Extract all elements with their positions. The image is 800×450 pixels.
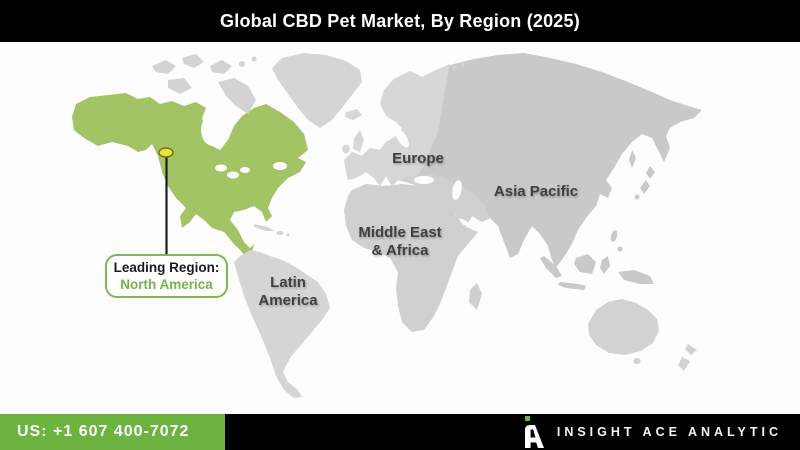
world-map-svg bbox=[72, 53, 702, 398]
chart-title: Global CBD Pet Market, By Region (2025) bbox=[220, 10, 580, 31]
island-madagascar bbox=[469, 283, 482, 310]
island-japan-3 bbox=[634, 194, 640, 200]
great-lake-1 bbox=[215, 164, 227, 172]
brand-name: INSIGHT ACE ANALYTIC bbox=[556, 425, 782, 439]
continent-australia bbox=[588, 299, 659, 355]
continent-south-america bbox=[234, 250, 330, 398]
region-label-asia-pacific: Asia Pacific bbox=[493, 183, 579, 200]
region-label-middle-east-africa: Middle East & Africa bbox=[358, 224, 442, 259]
arctic-island-5 bbox=[239, 61, 245, 67]
island-new-guinea bbox=[618, 270, 654, 284]
leading-region-callout: Leading Region: North America bbox=[105, 254, 228, 298]
island-cuba bbox=[254, 224, 274, 231]
island-new-zealand-north bbox=[685, 344, 697, 355]
island-sulawesi bbox=[600, 256, 610, 274]
great-lake-2 bbox=[227, 171, 239, 179]
black-sea bbox=[414, 176, 434, 184]
callout-region-value: North America bbox=[120, 277, 213, 292]
arctic-island-3 bbox=[210, 60, 232, 74]
title-bar: Global CBD Pet Market, By Region (2025) bbox=[0, 0, 800, 42]
phone-number: US: +1 607 400-7072 bbox=[17, 423, 190, 440]
region-north-america bbox=[72, 93, 308, 268]
island-sumatra bbox=[540, 256, 562, 278]
island-hispaniola bbox=[276, 231, 284, 235]
island-philippines bbox=[610, 230, 618, 242]
island-puerto-rico bbox=[286, 233, 290, 237]
island-greenland bbox=[272, 53, 362, 128]
island-great-britain bbox=[353, 130, 364, 152]
hudson-bay bbox=[201, 114, 225, 146]
island-java bbox=[558, 282, 586, 290]
region-label-latin-america: Latin America bbox=[258, 274, 318, 309]
caspian-sea bbox=[452, 180, 462, 200]
island-baffin bbox=[218, 78, 256, 114]
gulf-st-lawrence bbox=[273, 162, 287, 170]
persian-gulf bbox=[457, 218, 469, 226]
great-lake-3 bbox=[240, 167, 250, 173]
island-sakhalin bbox=[629, 150, 636, 168]
arctic-island-6 bbox=[251, 56, 257, 62]
island-japan-1 bbox=[646, 166, 655, 179]
arctic-island-1 bbox=[152, 60, 176, 74]
phone-box: US: +1 607 400-7072 bbox=[0, 414, 225, 450]
brand-block: INSIGHT ACE ANALYTIC bbox=[522, 414, 800, 450]
footer-bar: US: +1 607 400-7072 INSIGHT ACE ANALYTIC bbox=[0, 414, 800, 450]
insightace-logo-icon bbox=[524, 416, 544, 448]
continent-europe bbox=[344, 64, 450, 186]
island-tasmania bbox=[633, 358, 641, 364]
island-borneo bbox=[574, 254, 596, 274]
arctic-island-2 bbox=[182, 54, 204, 68]
island-new-zealand-south bbox=[678, 357, 690, 371]
island-svalbard-2 bbox=[461, 63, 465, 67]
baltic-sea bbox=[395, 128, 409, 148]
island-ireland bbox=[342, 144, 350, 154]
arctic-island-4 bbox=[168, 78, 192, 94]
world-map: Europe Asia Pacific Middle East & Africa… bbox=[0, 42, 800, 414]
location-marker bbox=[158, 147, 174, 158]
island-svalbard bbox=[452, 65, 458, 71]
island-japan-2 bbox=[640, 180, 650, 194]
island-iceland bbox=[345, 109, 362, 120]
continent-africa bbox=[344, 184, 478, 332]
region-middle-east bbox=[398, 174, 490, 248]
callout-label: Leading Region: bbox=[113, 260, 220, 275]
region-label-europe: Europe bbox=[392, 150, 444, 167]
island-philippines-2 bbox=[617, 246, 623, 252]
